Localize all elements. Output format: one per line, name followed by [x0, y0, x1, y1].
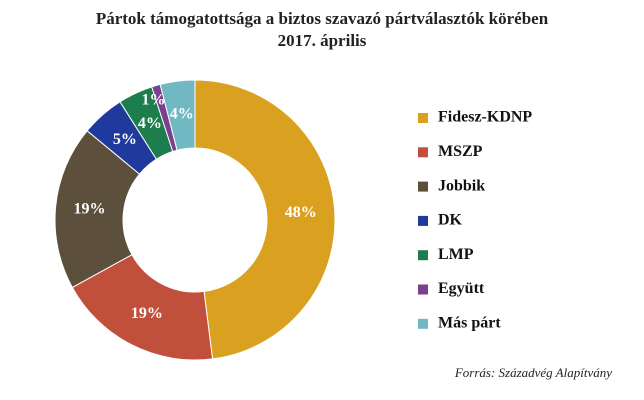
- legend-label: MSZP: [438, 143, 483, 160]
- donut-segment: [159, 79, 196, 151]
- data-label: 4%: [138, 115, 162, 132]
- data-label: 19%: [73, 201, 105, 218]
- legend-label: DK: [438, 212, 463, 229]
- legend-swatch: [418, 147, 428, 158]
- legend-label: Más párt: [438, 314, 501, 331]
- legend-swatch: [418, 318, 428, 329]
- legend-swatch: [418, 181, 428, 192]
- legend-label: Jobbik: [438, 177, 485, 194]
- data-label: 4%: [170, 106, 194, 123]
- data-label: 19%: [131, 305, 163, 322]
- legend-label: Együtt: [438, 280, 485, 297]
- legend-label: LMP: [438, 246, 474, 263]
- source-note: Forrás: Századvég Alapítvány: [454, 365, 612, 380]
- data-label: 1%: [142, 91, 166, 108]
- data-label: 5%: [113, 131, 137, 148]
- data-label: 48%: [285, 204, 317, 221]
- chart-title: Pártok támogatottsága a biztos szavazó p…: [96, 9, 549, 28]
- legend-swatch: [418, 113, 428, 123]
- chart-subtitle: 2017. április: [278, 31, 367, 50]
- legend-swatch: [418, 250, 428, 261]
- legend-swatch: [418, 215, 428, 226]
- donut-segment: [194, 79, 336, 360]
- legend-swatch: [418, 284, 428, 295]
- legend-label: Fidesz-KDNP: [438, 109, 532, 126]
